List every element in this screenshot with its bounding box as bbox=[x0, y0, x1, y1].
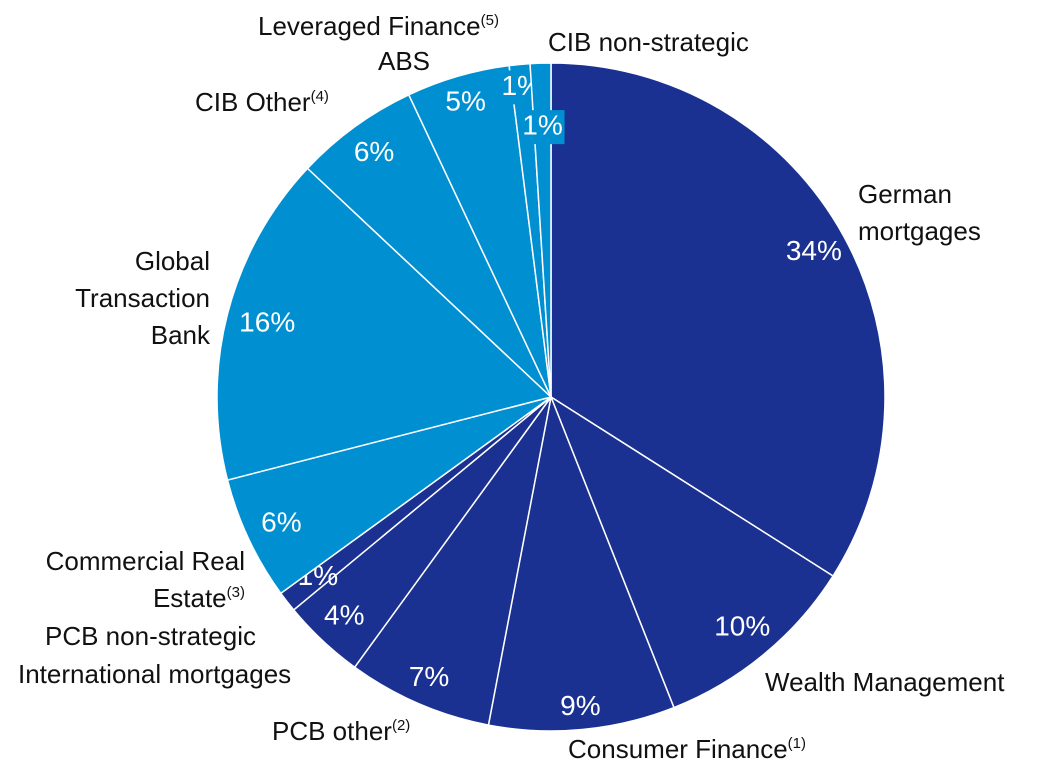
value-label: 6% bbox=[354, 136, 394, 167]
pie-slice bbox=[529, 62, 552, 398]
footnote-marker: (2) bbox=[391, 717, 411, 734]
value-label: 4% bbox=[324, 600, 364, 631]
category-text: Commercial Real Estate bbox=[45, 546, 245, 613]
category-label: Wealth Management bbox=[765, 664, 1045, 701]
category-text: PCB non-strategic bbox=[45, 621, 256, 651]
value-label-bg bbox=[520, 110, 565, 145]
value-label: 10% bbox=[714, 611, 770, 642]
category-label: Consumer Finance(1) bbox=[568, 731, 848, 768]
category-label: German mortgages bbox=[858, 176, 1028, 250]
category-text: ABS bbox=[378, 46, 431, 76]
category-text: CIB non-strategic bbox=[548, 27, 749, 57]
category-label: PCB other(2) bbox=[272, 713, 472, 750]
category-label: International mortgages bbox=[18, 656, 348, 693]
category-text: Global Transaction Bank bbox=[75, 246, 210, 350]
footnote-marker: (5) bbox=[480, 12, 499, 29]
category-label: PCB non-strategic bbox=[45, 618, 305, 655]
category-label: Leveraged Finance(5) bbox=[258, 8, 558, 45]
value-label: 9% bbox=[560, 690, 600, 721]
category-label: CIB non-strategic bbox=[548, 24, 808, 61]
pie-slice bbox=[226, 396, 552, 595]
category-label: CIB Other(4) bbox=[195, 84, 395, 121]
pie-slice bbox=[550, 62, 886, 578]
value-label: 5% bbox=[445, 86, 485, 117]
category-label: Global Transaction Bank bbox=[60, 243, 210, 354]
category-text: International mortgages bbox=[18, 659, 292, 689]
value-label: 16% bbox=[239, 307, 295, 338]
value-label: 7% bbox=[409, 661, 449, 692]
category-text: PCB other bbox=[272, 716, 392, 746]
category-text: Consumer Finance bbox=[568, 734, 788, 764]
value-label: 6% bbox=[261, 506, 301, 537]
category-text: Leveraged Finance bbox=[258, 11, 481, 41]
value-label: 34% bbox=[786, 235, 842, 266]
category-text: German mortgages bbox=[858, 179, 981, 246]
pie-slice bbox=[549, 395, 835, 709]
category-label: ABS bbox=[378, 43, 478, 80]
pie-slice bbox=[353, 396, 552, 726]
footnote-marker: (1) bbox=[787, 735, 806, 752]
pie-slice bbox=[487, 394, 675, 732]
value-label: 1% bbox=[522, 110, 562, 141]
pie-slice bbox=[216, 167, 553, 481]
footnote-marker: (3) bbox=[226, 584, 245, 601]
category-text: Wealth Management bbox=[765, 667, 1005, 697]
category-text: CIB Other bbox=[195, 87, 311, 117]
footnote-marker: (4) bbox=[310, 88, 329, 105]
pie-slice bbox=[306, 93, 552, 398]
category-label: Commercial Real Estate(3) bbox=[45, 543, 245, 617]
